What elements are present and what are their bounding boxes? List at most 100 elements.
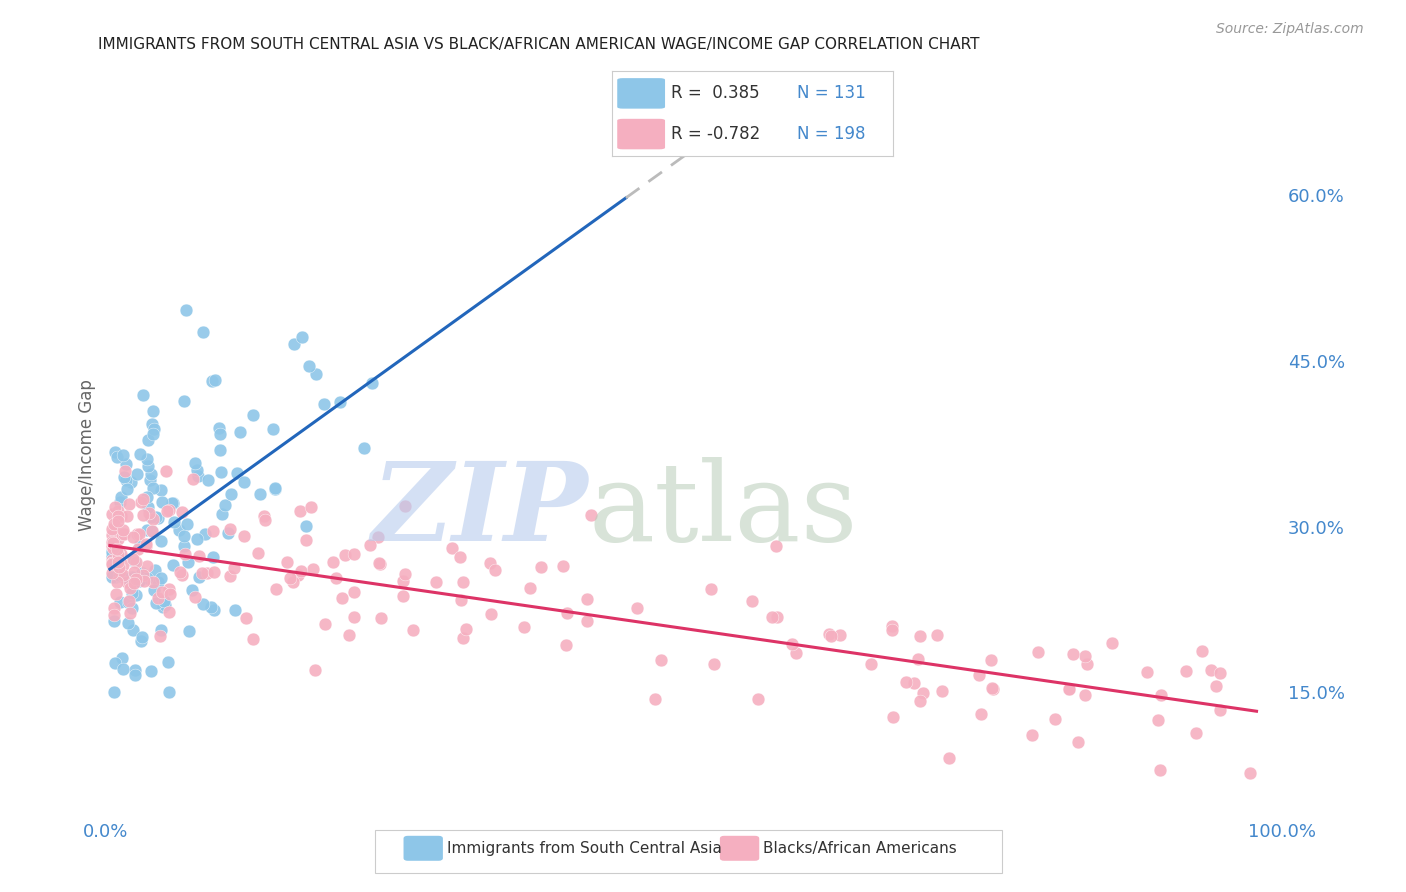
Point xyxy=(1146,714,1168,728)
FancyBboxPatch shape xyxy=(617,119,665,149)
Point xyxy=(107,532,129,546)
Point xyxy=(1043,712,1066,726)
Point xyxy=(145,596,167,610)
Point xyxy=(519,581,541,595)
Point xyxy=(264,482,287,496)
Point xyxy=(149,483,172,497)
Point xyxy=(150,571,173,585)
Point xyxy=(325,571,347,585)
Point xyxy=(860,657,883,671)
Point xyxy=(741,593,763,607)
Point xyxy=(194,527,217,541)
Point xyxy=(121,530,143,544)
Point xyxy=(101,541,124,556)
Point xyxy=(302,562,325,576)
Point xyxy=(170,505,193,519)
Point xyxy=(157,582,180,597)
Point xyxy=(188,549,211,564)
Text: Source: ZipAtlas.com: Source: ZipAtlas.com xyxy=(1216,22,1364,37)
Point xyxy=(117,509,139,524)
Point xyxy=(322,555,344,569)
Point xyxy=(153,598,176,612)
Point xyxy=(135,523,157,537)
Point xyxy=(110,547,132,561)
Point xyxy=(117,497,139,511)
Point xyxy=(180,582,202,597)
Point xyxy=(882,709,904,723)
Point xyxy=(1149,763,1171,777)
Point xyxy=(105,450,128,464)
Point xyxy=(579,508,602,522)
Point xyxy=(114,457,136,471)
Point xyxy=(980,653,1002,667)
Point xyxy=(142,481,165,495)
Text: R =  0.385: R = 0.385 xyxy=(671,85,759,103)
Point xyxy=(103,601,125,615)
Point xyxy=(129,633,152,648)
Point xyxy=(149,623,172,637)
Point xyxy=(104,500,127,514)
Point xyxy=(425,574,447,589)
Point xyxy=(557,607,579,621)
Point xyxy=(111,651,134,665)
Point xyxy=(110,491,132,505)
Point xyxy=(115,575,138,590)
Point xyxy=(184,456,207,470)
Point xyxy=(131,566,153,581)
Point xyxy=(186,532,208,546)
Point xyxy=(184,590,207,604)
Point xyxy=(299,500,322,514)
Point xyxy=(911,686,934,700)
Point xyxy=(108,568,131,582)
Point xyxy=(107,547,129,561)
Point xyxy=(150,495,173,509)
Point xyxy=(136,459,159,474)
Point xyxy=(208,443,231,458)
Point xyxy=(131,508,153,522)
Point xyxy=(101,544,124,558)
Point xyxy=(122,551,145,566)
Point xyxy=(108,569,131,583)
Point xyxy=(117,482,139,496)
Point xyxy=(101,522,124,536)
Point xyxy=(201,374,224,388)
Point xyxy=(149,629,172,643)
Point xyxy=(896,675,918,690)
Point xyxy=(219,522,242,536)
Point xyxy=(142,582,165,597)
Point xyxy=(139,510,162,524)
Point xyxy=(1208,665,1230,680)
Point xyxy=(141,417,163,431)
Point xyxy=(1191,644,1213,658)
Point xyxy=(101,569,124,583)
Point xyxy=(124,663,146,677)
Point xyxy=(264,481,287,495)
Point xyxy=(155,465,177,479)
Point xyxy=(449,549,471,564)
Point xyxy=(1074,688,1097,702)
Point xyxy=(132,388,155,402)
Point xyxy=(173,547,195,561)
Point xyxy=(187,468,209,483)
Point xyxy=(107,558,129,572)
Point xyxy=(254,512,277,526)
Point xyxy=(780,637,803,651)
Point xyxy=(1057,681,1080,696)
Point xyxy=(146,591,169,605)
Point xyxy=(246,546,269,560)
Point xyxy=(120,475,142,489)
Point xyxy=(170,568,193,582)
Point xyxy=(454,622,477,636)
Point xyxy=(127,541,149,556)
Point xyxy=(312,396,335,410)
Point xyxy=(394,567,416,582)
Text: IMMIGRANTS FROM SOUTH CENTRAL ASIA VS BLACK/AFRICAN AMERICAN WAGE/INCOME GAP COR: IMMIGRANTS FROM SOUTH CENTRAL ASIA VS BL… xyxy=(98,37,980,53)
Point xyxy=(143,422,166,436)
Point xyxy=(174,302,197,317)
Point xyxy=(104,657,127,671)
Point xyxy=(141,524,163,538)
Point xyxy=(626,601,648,615)
Point xyxy=(880,619,903,633)
Point xyxy=(105,541,128,556)
Point xyxy=(314,616,336,631)
